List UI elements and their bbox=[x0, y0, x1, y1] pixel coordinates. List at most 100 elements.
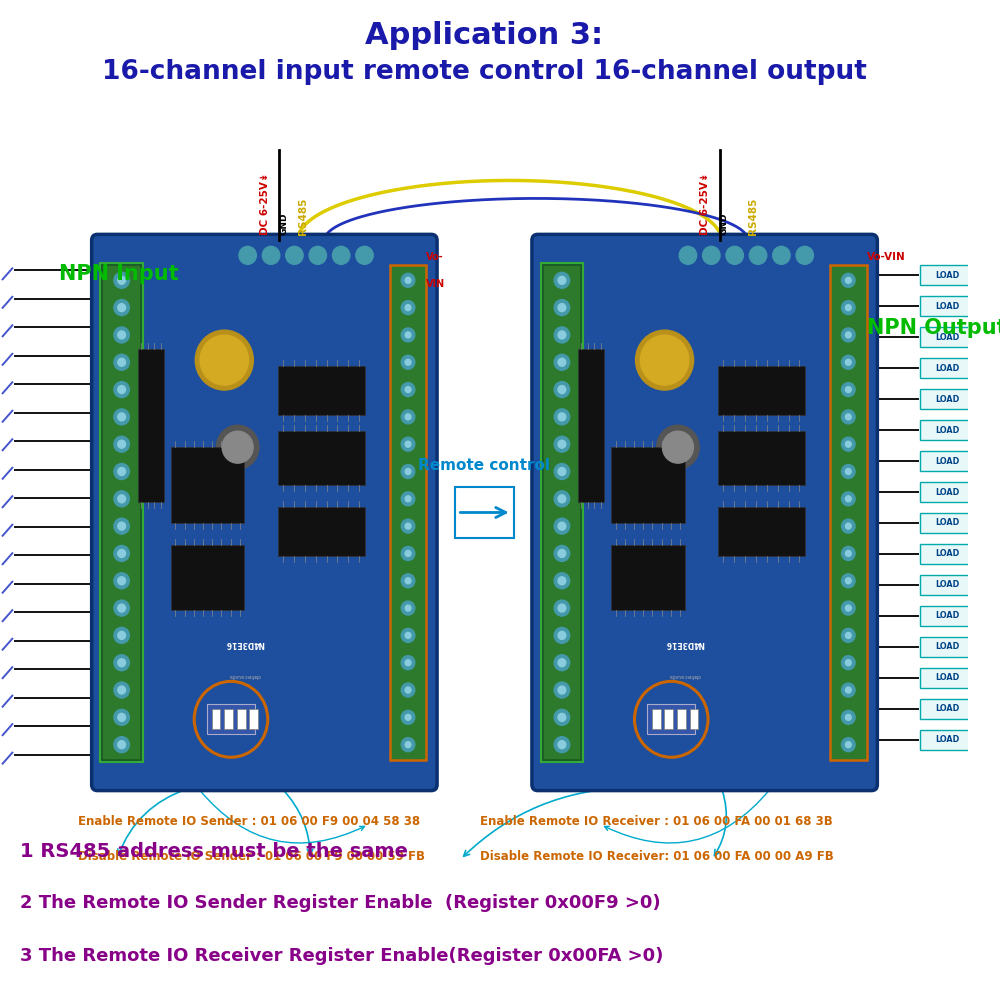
Circle shape bbox=[405, 387, 411, 393]
Circle shape bbox=[118, 331, 126, 339]
Text: Disable Remote IO Receiver: 01 06 00 FA 00 00 A9 FB: Disable Remote IO Receiver: 01 06 00 FA … bbox=[480, 850, 833, 863]
Bar bbox=[920, 482, 974, 502]
Text: LOAD: LOAD bbox=[935, 735, 959, 744]
Circle shape bbox=[118, 549, 126, 557]
Circle shape bbox=[845, 687, 851, 693]
Bar bbox=[249, 709, 258, 729]
Bar bbox=[224, 709, 233, 729]
Circle shape bbox=[195, 330, 253, 390]
Circle shape bbox=[845, 550, 851, 556]
Circle shape bbox=[842, 437, 855, 451]
Circle shape bbox=[118, 413, 126, 421]
Circle shape bbox=[114, 627, 129, 643]
Text: LOAD: LOAD bbox=[935, 488, 959, 497]
Text: LOAD: LOAD bbox=[935, 673, 959, 682]
Circle shape bbox=[405, 632, 411, 638]
Circle shape bbox=[662, 431, 693, 463]
Circle shape bbox=[401, 601, 415, 615]
Circle shape bbox=[726, 246, 743, 264]
Circle shape bbox=[845, 660, 851, 666]
Circle shape bbox=[554, 354, 570, 370]
Bar bbox=[664, 709, 673, 729]
Circle shape bbox=[114, 709, 129, 725]
Text: Remote control: Remote control bbox=[418, 458, 550, 473]
Circle shape bbox=[845, 496, 851, 502]
Text: DC 6-25V↡: DC 6-25V↡ bbox=[700, 173, 710, 235]
Circle shape bbox=[114, 354, 129, 370]
Circle shape bbox=[842, 410, 855, 424]
Circle shape bbox=[114, 327, 129, 343]
Circle shape bbox=[558, 741, 566, 749]
Text: RS485: RS485 bbox=[748, 198, 758, 235]
Circle shape bbox=[749, 246, 767, 264]
Circle shape bbox=[554, 300, 570, 316]
Bar bbox=[920, 420, 974, 440]
Circle shape bbox=[558, 713, 566, 721]
Circle shape bbox=[118, 713, 126, 721]
Bar bbox=[920, 668, 974, 688]
Text: LOAD: LOAD bbox=[935, 580, 959, 589]
Text: Enable Remote IO Sender : 01 06 00 F9 00 04 58 38: Enable Remote IO Sender : 01 06 00 F9 00… bbox=[78, 815, 420, 828]
Circle shape bbox=[405, 523, 411, 529]
Bar bbox=[138, 349, 164, 502]
Circle shape bbox=[558, 358, 566, 366]
Circle shape bbox=[114, 409, 129, 425]
Bar bbox=[920, 606, 974, 626]
Circle shape bbox=[845, 277, 851, 283]
Circle shape bbox=[262, 246, 280, 264]
Circle shape bbox=[842, 710, 855, 724]
Text: 3 The Remote IO Receiver Register Enable(Register 0x00FA >0): 3 The Remote IO Receiver Register Enable… bbox=[20, 947, 663, 965]
Circle shape bbox=[118, 577, 126, 585]
Bar bbox=[390, 265, 426, 760]
Circle shape bbox=[679, 246, 697, 264]
Bar bbox=[920, 358, 974, 378]
Circle shape bbox=[558, 386, 566, 394]
Text: VIN: VIN bbox=[426, 279, 446, 289]
Bar bbox=[920, 544, 974, 564]
Circle shape bbox=[118, 659, 126, 667]
Circle shape bbox=[118, 468, 126, 476]
Bar bbox=[920, 451, 974, 471]
FancyBboxPatch shape bbox=[455, 487, 514, 538]
Bar bbox=[100, 263, 143, 762]
Circle shape bbox=[558, 631, 566, 639]
Bar bbox=[920, 699, 974, 719]
Circle shape bbox=[401, 383, 415, 397]
Bar bbox=[102, 265, 141, 760]
Text: Vo-VIN: Vo-VIN bbox=[867, 252, 905, 262]
Text: LOAD: LOAD bbox=[935, 364, 959, 373]
Circle shape bbox=[845, 441, 851, 447]
Text: LOAD: LOAD bbox=[935, 642, 959, 651]
Bar bbox=[718, 431, 805, 485]
Bar bbox=[171, 447, 244, 523]
Circle shape bbox=[118, 358, 126, 366]
Circle shape bbox=[558, 659, 566, 667]
Text: Vo-: Vo- bbox=[426, 252, 444, 262]
Bar bbox=[611, 545, 685, 610]
Circle shape bbox=[405, 332, 411, 338]
Circle shape bbox=[845, 714, 851, 720]
Circle shape bbox=[118, 495, 126, 503]
Circle shape bbox=[401, 710, 415, 724]
Circle shape bbox=[405, 305, 411, 311]
Bar bbox=[920, 730, 974, 750]
Circle shape bbox=[118, 304, 126, 312]
Text: LOAD: LOAD bbox=[935, 549, 959, 558]
Circle shape bbox=[114, 382, 129, 398]
Circle shape bbox=[401, 410, 415, 424]
Bar bbox=[647, 704, 695, 734]
Text: Disable Remote IO Sender : 01 06 00 F9 00 00 59 FB: Disable Remote IO Sender : 01 06 00 F9 0… bbox=[78, 850, 425, 863]
Circle shape bbox=[845, 578, 851, 584]
Circle shape bbox=[118, 522, 126, 530]
Circle shape bbox=[842, 355, 855, 369]
Circle shape bbox=[309, 246, 326, 264]
Circle shape bbox=[773, 246, 790, 264]
Circle shape bbox=[239, 246, 256, 264]
Circle shape bbox=[401, 656, 415, 670]
Text: LOAD: LOAD bbox=[935, 611, 959, 620]
Text: LOAD: LOAD bbox=[935, 333, 959, 342]
Circle shape bbox=[554, 409, 570, 425]
Circle shape bbox=[554, 682, 570, 698]
Circle shape bbox=[845, 742, 851, 748]
Text: NPN Output: NPN Output bbox=[867, 318, 1000, 338]
